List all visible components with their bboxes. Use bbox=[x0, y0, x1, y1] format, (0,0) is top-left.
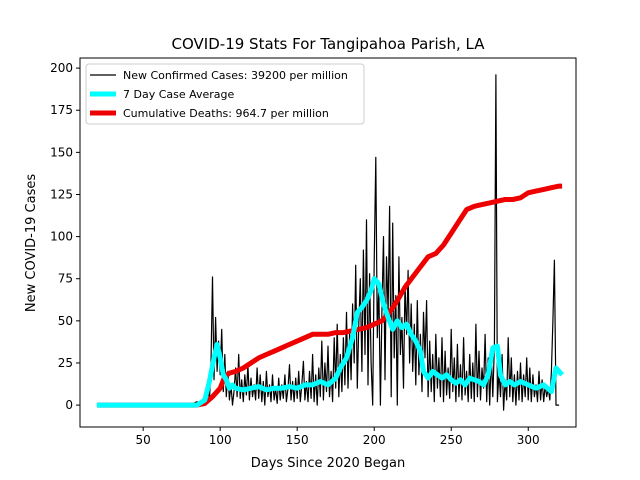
y-tick-label: 25 bbox=[58, 356, 73, 370]
y-tick-label: 200 bbox=[50, 61, 73, 75]
x-tick-label: 200 bbox=[363, 433, 386, 447]
y-tick-label: 0 bbox=[65, 398, 73, 412]
legend-label-new-cases: New Confirmed Cases: 39200 per million bbox=[123, 69, 348, 82]
series-line-7-day-average bbox=[96, 276, 564, 408]
chart-title: COVID-19 Stats For Tangipahoa Parish, LA bbox=[172, 35, 486, 53]
x-tick-label: 250 bbox=[440, 433, 463, 447]
legend-box bbox=[85, 63, 365, 125]
x-axis-label: Days Since 2020 Began bbox=[251, 456, 406, 471]
y-tick-label: 175 bbox=[50, 103, 73, 117]
legend: New Confirmed Cases: 39200 per million 7… bbox=[85, 63, 365, 125]
x-tick-label: 150 bbox=[286, 433, 309, 447]
plot-frame bbox=[79, 57, 577, 428]
y-axis-label: New COVID-19 Cases bbox=[24, 174, 39, 312]
series-line-cumulative-deaths bbox=[96, 183, 563, 408]
legend-label-cumulative-deaths: Cumulative Deaths: 964.7 per million bbox=[123, 107, 329, 120]
y-tick-label: 75 bbox=[58, 272, 73, 286]
plot-area bbox=[96, 74, 564, 411]
x-tick-label: 300 bbox=[517, 433, 540, 447]
legend-label-7-day-average: 7 Day Case Average bbox=[123, 88, 235, 101]
y-tick-label: 150 bbox=[50, 145, 73, 159]
axis-ticks: 50 100 150 200 250 300 0 25 50 75 100 125 150 175 200 bbox=[50, 61, 540, 447]
y-tick-label: 50 bbox=[58, 314, 73, 328]
y-tick-label: 125 bbox=[50, 187, 73, 201]
y-tick-label: 100 bbox=[50, 230, 73, 244]
x-tick-label: 100 bbox=[209, 433, 232, 447]
x-tick-label: 50 bbox=[136, 433, 151, 447]
